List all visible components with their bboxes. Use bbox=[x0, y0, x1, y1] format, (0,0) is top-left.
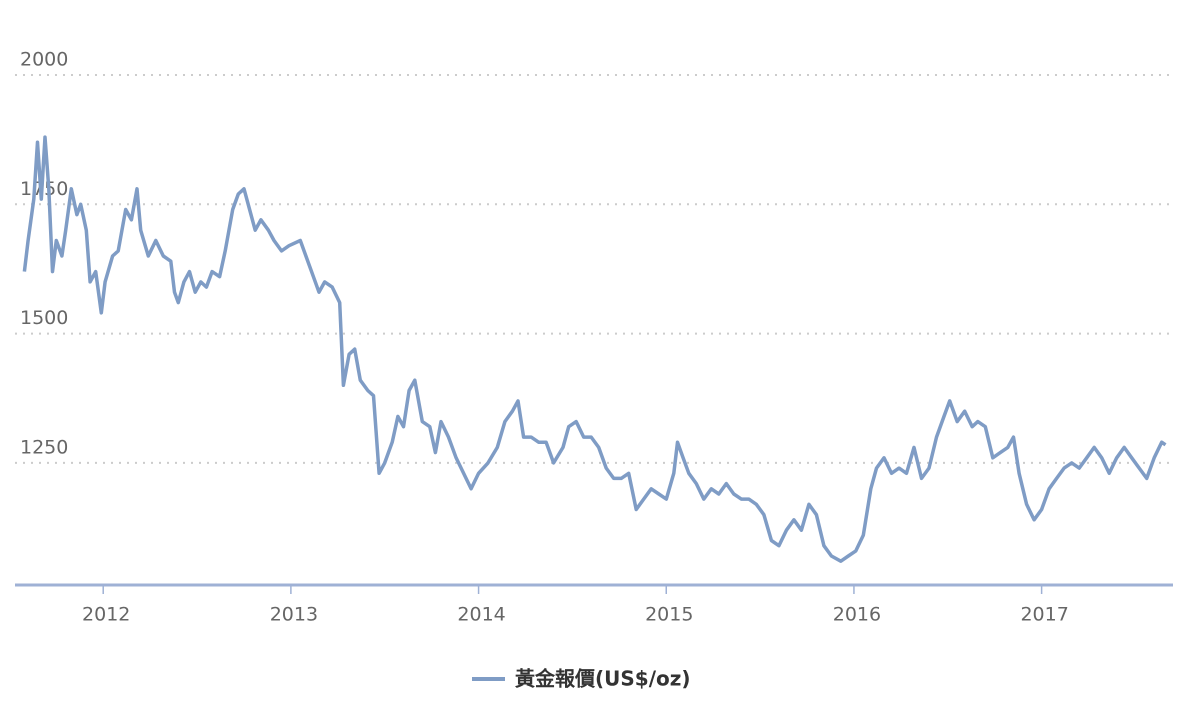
y-tick-label: 1250 bbox=[20, 436, 68, 458]
x-tick-label: 2014 bbox=[457, 604, 505, 626]
y-tick-label: 2000 bbox=[20, 49, 68, 71]
x-tick-label: 2012 bbox=[82, 604, 130, 626]
y-tick-label: 1750 bbox=[20, 178, 68, 200]
price-line bbox=[22, 135, 1167, 563]
y-tick-label: 1500 bbox=[20, 307, 68, 329]
x-tick-label: 2017 bbox=[1020, 604, 1068, 626]
legend-label: 黃金報價(US$/oz) bbox=[515, 667, 691, 691]
x-tick-label: 2015 bbox=[645, 604, 693, 626]
x-tick-label: 2016 bbox=[833, 604, 881, 626]
x-tick-label: 2013 bbox=[270, 604, 318, 626]
